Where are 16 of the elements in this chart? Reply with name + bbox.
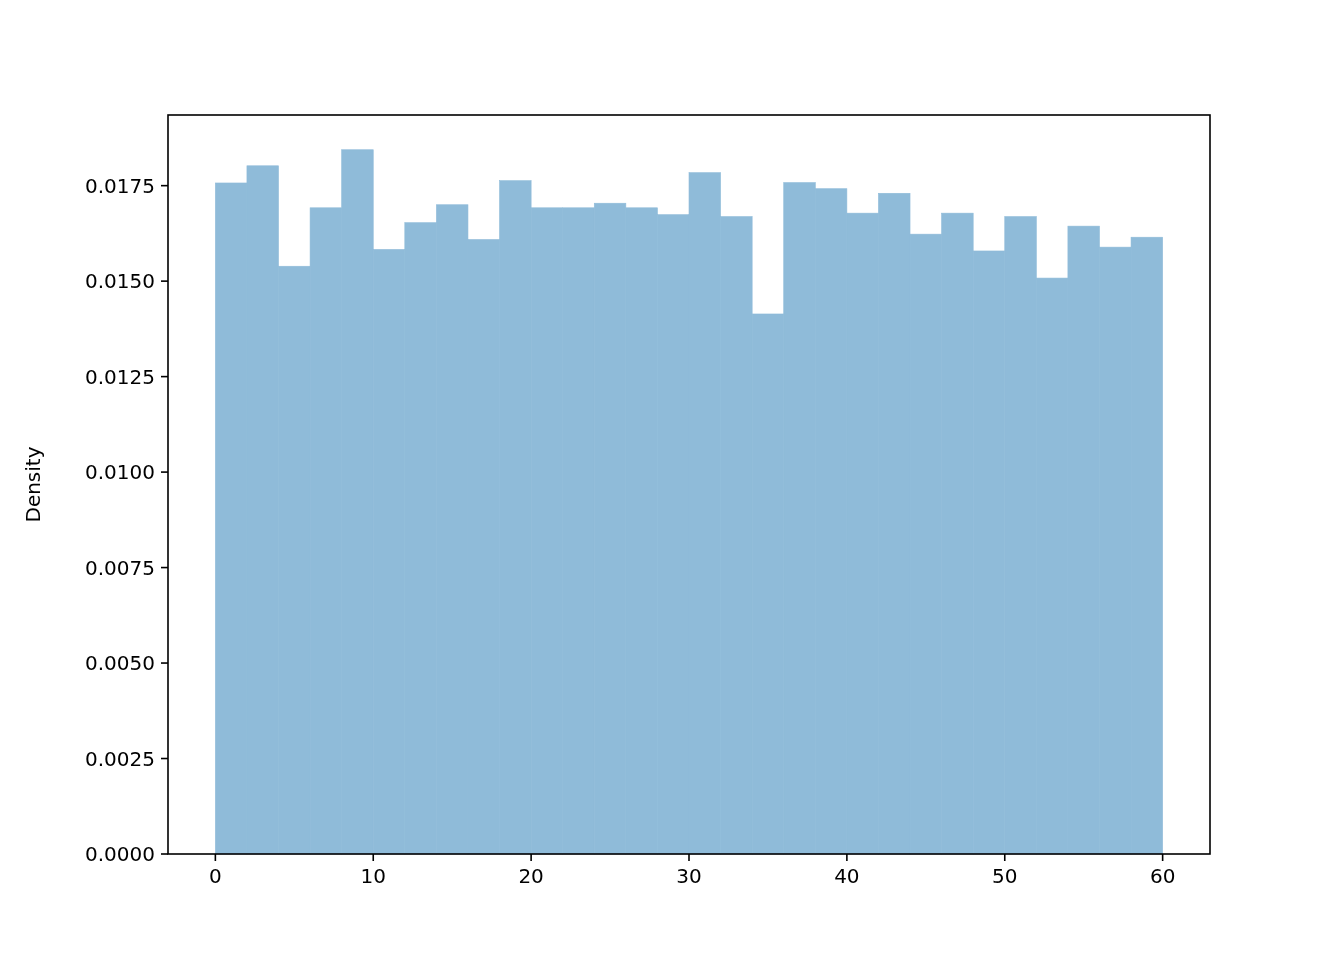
x-tick-label: 0 [209, 864, 222, 888]
y-tick-label: 0.0100 [85, 460, 155, 485]
x-tick-label: 40 [834, 864, 860, 888]
y-tick-label: 0.0025 [85, 746, 155, 771]
y-tick-label: 0.0175 [85, 173, 155, 198]
y-tick-label: 0.0075 [85, 555, 155, 580]
y-tick-label: 0.0150 [85, 269, 155, 294]
y-tick-label: 0.0125 [85, 364, 155, 389]
x-tick-label: 20 [518, 864, 544, 888]
x-tick-label: 60 [1149, 864, 1176, 888]
x-tick-label: 10 [360, 864, 386, 888]
y-tick-label: 0.0000 [85, 842, 155, 866]
x-tick-label: 30 [676, 864, 702, 888]
x-tick-label: 50 [992, 864, 1018, 888]
y-axis-title: Density [21, 446, 45, 523]
y-tick-label: 0.0050 [85, 651, 155, 676]
